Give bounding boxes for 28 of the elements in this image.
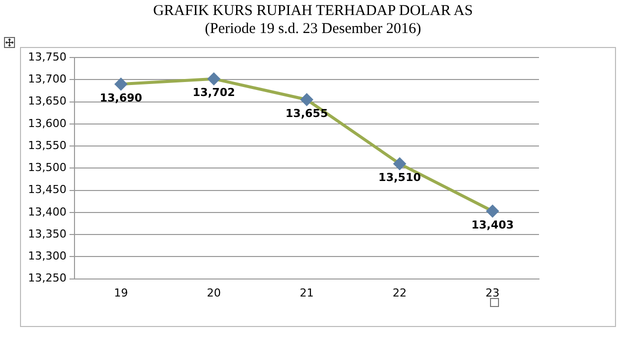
y-tick-label: 13,550 bbox=[28, 138, 66, 152]
point bbox=[394, 158, 406, 170]
y-tick-label: 13,700 bbox=[28, 72, 66, 86]
point bbox=[300, 94, 313, 106]
y-tick-label: 13,650 bbox=[28, 94, 66, 108]
point bbox=[208, 72, 220, 85]
data-label: 13,510 bbox=[378, 171, 422, 184]
data-label: 13,403 bbox=[471, 218, 514, 232]
chart-subtitle: (Periode 19 s.d. 23 Desember 2016) bbox=[204, 20, 422, 38]
y-tick-label: 13,250 bbox=[28, 272, 66, 285]
y-tick-label: 13,300 bbox=[28, 250, 66, 263]
y-tick-label: 13,350 bbox=[28, 227, 66, 240]
x-tick-label: 19 bbox=[114, 286, 128, 300]
data-label: 13,690 bbox=[100, 92, 143, 105]
data-label: 13,702 bbox=[192, 86, 236, 100]
y-tick-label: 13,750 bbox=[28, 50, 66, 64]
x-tick-label: 20 bbox=[206, 286, 221, 300]
x-tick-label: 21 bbox=[300, 286, 314, 300]
point bbox=[114, 78, 127, 90]
y-tick-label: 13,500 bbox=[28, 161, 66, 174]
chart-title: GRAFIK KURS RUPIAH TERHADAP DOLAR AS bbox=[152, 2, 474, 20]
x-tick-label: 23 bbox=[486, 286, 500, 300]
data-label: 13,655 bbox=[286, 106, 328, 120]
y-tick-label: 13,400 bbox=[28, 205, 66, 218]
point bbox=[486, 205, 499, 218]
y-tick-label: 13,600 bbox=[28, 116, 66, 130]
x-tick-label: 22 bbox=[392, 286, 407, 300]
y-tick-label: 13,450 bbox=[28, 183, 66, 196]
